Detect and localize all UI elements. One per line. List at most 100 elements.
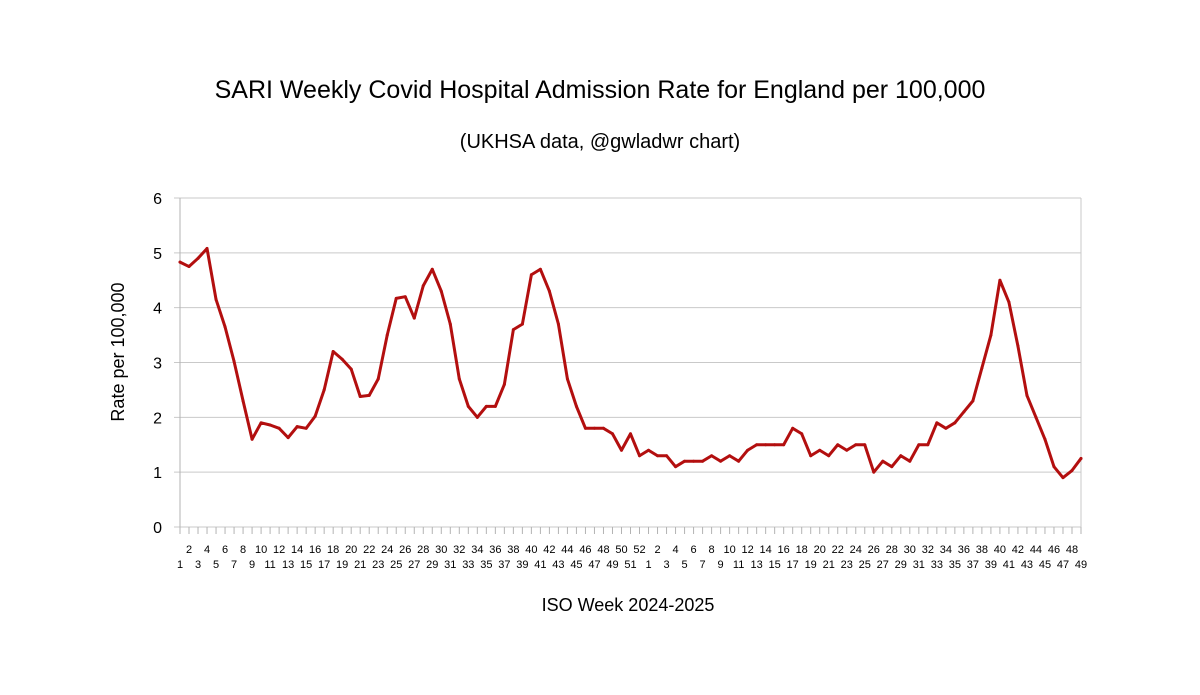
x-tick-label: 21 <box>823 559 835 571</box>
data-point <box>520 322 524 326</box>
data-point <box>448 322 452 326</box>
x-tick-label: 26 <box>399 544 411 556</box>
data-point <box>1061 476 1065 480</box>
data-point <box>358 394 362 398</box>
x-tick-label: 5 <box>213 559 219 571</box>
x-tick-label: 11 <box>733 559 744 571</box>
x-tick-label: 36 <box>489 544 501 556</box>
data-point <box>719 459 723 463</box>
data-point <box>836 443 840 447</box>
data-point <box>782 443 786 447</box>
x-tick-label: 45 <box>1039 559 1051 571</box>
x-tick-label: 37 <box>967 559 979 571</box>
x-tick-label: 47 <box>1057 559 1069 571</box>
x-tick-label: 12 <box>273 544 285 556</box>
data-point <box>313 414 317 418</box>
x-tick-label: 12 <box>742 544 754 556</box>
data-point <box>1034 415 1038 419</box>
x-tick-label: 40 <box>525 544 537 556</box>
x-tick-label: 24 <box>381 544 393 556</box>
x-tick-label: 41 <box>534 559 546 571</box>
x-tick-label: 22 <box>832 544 844 556</box>
data-point <box>583 426 587 430</box>
data-point <box>674 465 678 469</box>
x-tick-label: 42 <box>1012 544 1024 556</box>
data-point <box>259 421 263 425</box>
x-tick-label: 9 <box>249 559 255 571</box>
data-point <box>295 425 299 429</box>
data-point <box>872 470 876 474</box>
x-tick-label: 30 <box>904 544 916 556</box>
x-tick-label: 25 <box>859 559 871 571</box>
data-point <box>638 454 642 458</box>
x-tick-label: 27 <box>877 559 889 571</box>
data-point <box>610 432 614 436</box>
x-tick-label: 50 <box>615 544 627 556</box>
data-point <box>692 459 696 463</box>
data-point <box>547 289 551 293</box>
x-tick-label: 49 <box>606 559 618 571</box>
data-point <box>619 448 623 452</box>
data-point <box>376 377 380 381</box>
x-tick-label: 43 <box>552 559 564 571</box>
x-tick-label: 31 <box>444 559 456 571</box>
data-point <box>421 284 425 288</box>
x-tick-label: 5 <box>681 559 687 571</box>
x-tick-label: 35 <box>480 559 492 571</box>
data-point <box>791 426 795 430</box>
x-tick-label: 41 <box>1003 559 1015 571</box>
x-tick-label: 42 <box>543 544 555 556</box>
data-point <box>746 448 750 452</box>
data-point <box>430 267 434 271</box>
x-tick-label: 15 <box>769 559 781 571</box>
data-point <box>953 421 957 425</box>
data-point <box>935 421 939 425</box>
data-point <box>944 426 948 430</box>
x-tick-label: 6 <box>691 544 697 556</box>
x-tick-label: 46 <box>1048 544 1060 556</box>
data-point <box>863 443 867 447</box>
x-tick-label: 29 <box>895 559 907 571</box>
x-tick-label: 16 <box>309 544 321 556</box>
x-tick-label: 1 <box>645 559 651 571</box>
y-tick-label: 6 <box>153 191 162 208</box>
x-tick-label: 15 <box>300 559 312 571</box>
x-tick-label: 28 <box>417 544 429 556</box>
x-tick-label: 39 <box>985 559 997 571</box>
x-tick-label: 8 <box>240 544 246 556</box>
data-point <box>1043 437 1047 441</box>
data-point <box>466 404 470 408</box>
data-point <box>683 459 687 463</box>
x-tick-label: 23 <box>841 559 853 571</box>
x-tick-label: 26 <box>868 544 880 556</box>
data-point <box>484 404 488 408</box>
y-tick-label: 2 <box>153 410 162 427</box>
x-tick-label: 13 <box>282 559 294 571</box>
data-point <box>701 459 705 463</box>
data-point <box>250 437 254 441</box>
x-tick-label: 24 <box>850 544 862 556</box>
x-tick-label: 23 <box>372 559 384 571</box>
y-axis-label: Rate per 100,000 <box>108 282 128 421</box>
x-tick-label: 14 <box>760 544 772 556</box>
data-point <box>764 443 768 447</box>
data-point <box>592 426 596 430</box>
data-point <box>1079 456 1083 460</box>
data-point <box>439 289 443 293</box>
data-point <box>385 333 389 337</box>
data-point <box>349 367 353 371</box>
data-point <box>412 316 416 320</box>
data-point <box>241 399 245 403</box>
y-tick-label: 0 <box>153 520 162 537</box>
data-point <box>665 454 669 458</box>
data-point <box>890 465 894 469</box>
x-tick-label: 6 <box>222 544 228 556</box>
x-tick-label: 29 <box>426 559 438 571</box>
x-tick-label: 7 <box>700 559 706 571</box>
data-point <box>187 265 191 269</box>
x-tick-label: 18 <box>327 544 339 556</box>
data-point <box>223 325 227 329</box>
data-point <box>1070 469 1074 473</box>
x-tick-label: 40 <box>994 544 1006 556</box>
